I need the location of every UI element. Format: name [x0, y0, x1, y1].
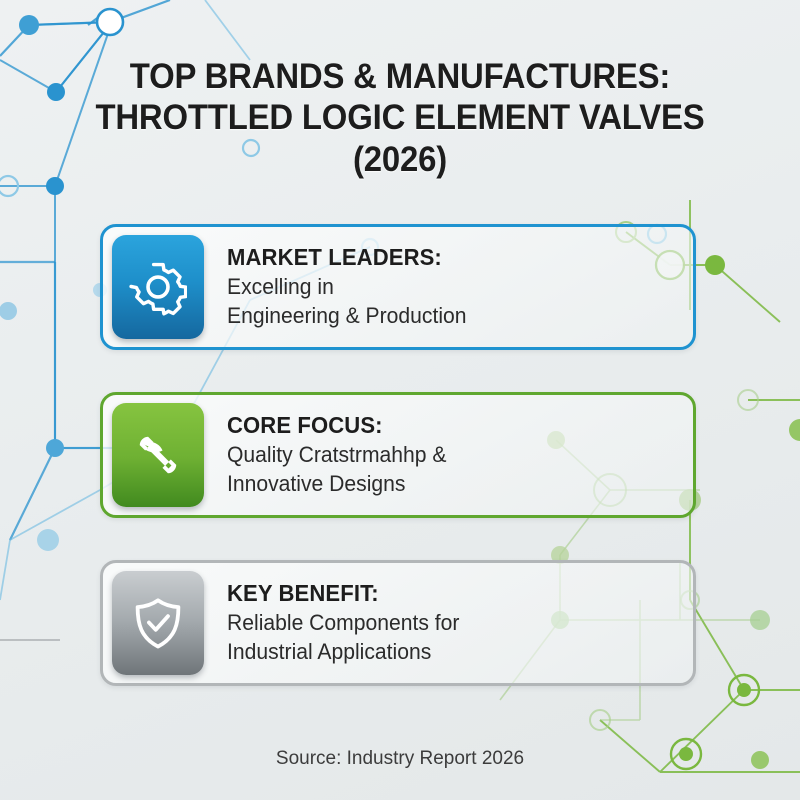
card-heading-market-leaders: MARKET LEADERS: [227, 244, 442, 271]
source-label: Source: Industry Report 2026 [275, 748, 525, 769]
shield-check-icon [135, 598, 181, 649]
title-line-3: (2026) [353, 139, 447, 179]
card-text-core-focus: CORE FOCUS: Quality Cratstrmahhp & Innov… [227, 411, 468, 498]
card-heading-core-focus: CORE FOCUS: [227, 412, 383, 439]
page-title: TOP BRANDS & MANUFACTURES: THROTTLED LOG… [24, 56, 776, 180]
gear-icon [129, 262, 187, 316]
icon-tile-core-focus [112, 403, 204, 507]
card-body-market-leaders: Excelling in Engineering & Production [227, 272, 467, 331]
card-body-line-2: Industrial Applications [227, 639, 432, 665]
card-text-key-benefit: KEY BENEFIT: Reliable Components for Ind… [227, 579, 481, 666]
title-line-2: THROTTLED LOGIC ELEMENT VALVES [95, 98, 705, 138]
card-body-line-1: Quality Cratstrmahhp & [227, 442, 447, 467]
card-body-key-benefit: Reliable Components for Industrial Appli… [227, 608, 459, 667]
card-text-market-leaders: MARKET LEADERS: Excelling in Engineering… [227, 243, 489, 330]
card-body-line-1: Excelling in [227, 274, 334, 299]
icon-tile-key-benefit [112, 571, 204, 675]
card-heading-key-benefit: KEY BENEFIT: [227, 580, 379, 607]
wrench-leaf-icon [139, 436, 177, 474]
card-key-benefit[interactable]: KEY BENEFIT: Reliable Components for Ind… [100, 560, 696, 686]
card-market-leaders[interactable]: MARKET LEADERS: Excelling in Engineering… [100, 224, 696, 350]
card-core-focus[interactable]: CORE FOCUS: Quality Cratstrmahhp & Innov… [100, 392, 696, 518]
card-body-line-2: Engineering & Production [227, 303, 467, 329]
card-body-core-focus: Quality Cratstrmahhp & Innovative Design… [227, 440, 446, 499]
card-body-line-1: Reliable Components for [227, 610, 460, 635]
icon-tile-market-leaders [112, 235, 204, 339]
card-body-line-2: Innovative Designs [227, 471, 406, 497]
title-line-1: TOP BRANDS & MANUFACTURES: [129, 57, 671, 96]
